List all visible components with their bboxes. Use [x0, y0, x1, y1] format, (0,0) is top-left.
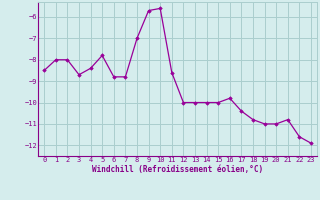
- X-axis label: Windchill (Refroidissement éolien,°C): Windchill (Refroidissement éolien,°C): [92, 165, 263, 174]
